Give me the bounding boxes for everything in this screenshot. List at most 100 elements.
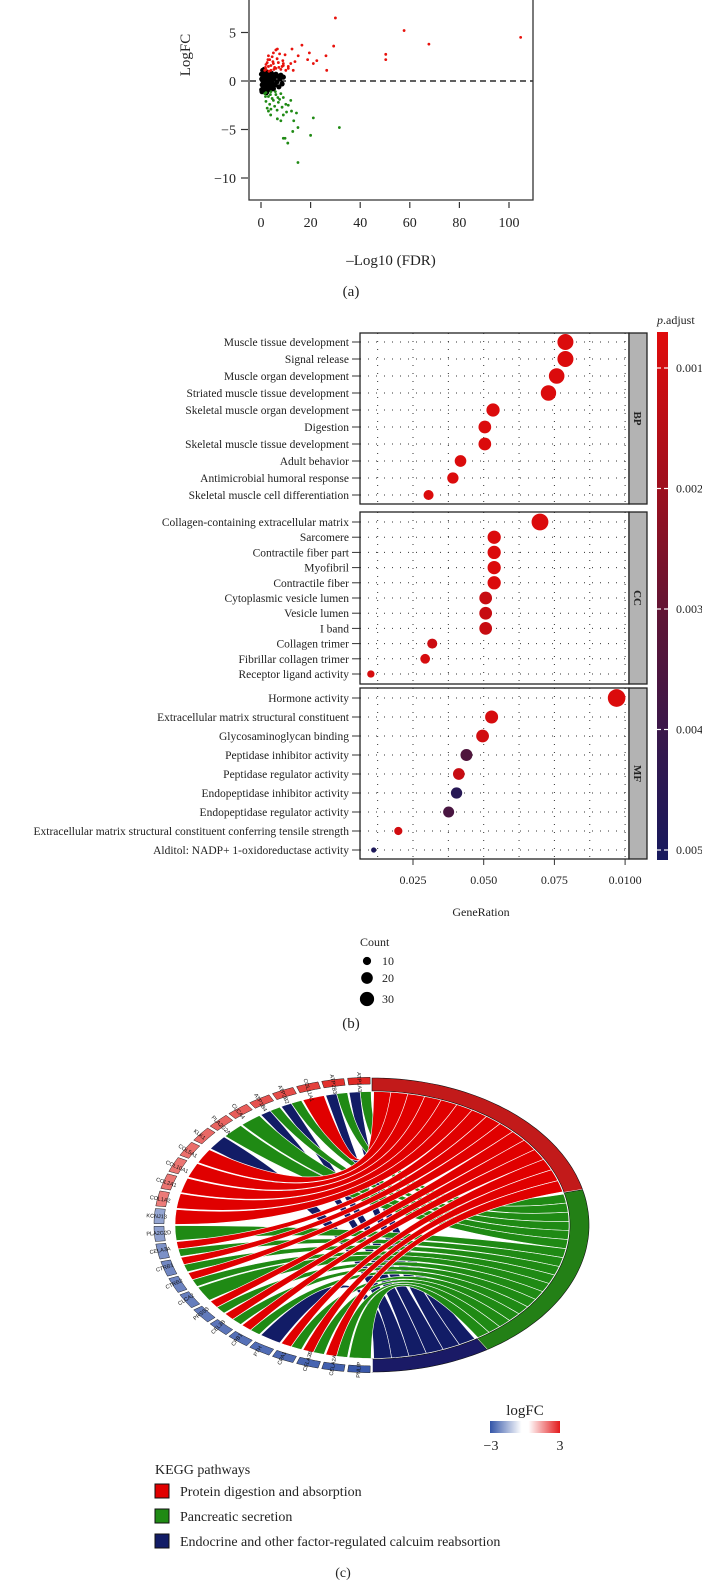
gene-segment (193, 1305, 216, 1323)
volcano-point-up (306, 58, 310, 62)
volcano-point-up (267, 54, 270, 58)
volcano-point-up (266, 58, 270, 62)
gene-segment (209, 1114, 234, 1131)
volcano-point-down (270, 97, 274, 100)
volcano-point-up (275, 57, 279, 61)
term-label: Adult behavior (280, 456, 349, 468)
volcano-point-up (272, 67, 276, 71)
term-label: Extracellular matrix structural constitu… (157, 712, 350, 724)
volcano-point-down (281, 113, 285, 117)
x-tick-label: 80 (452, 216, 466, 231)
chord-ribbon (224, 1139, 536, 1320)
term-dot (454, 455, 467, 467)
volcano-point-up (384, 52, 388, 56)
gene-segment (271, 1087, 297, 1100)
term-dot (487, 576, 501, 590)
volcano-point-up (264, 66, 267, 69)
term-label: Alditol: NADP+ 1-oxidoreductase activity (153, 845, 349, 857)
volcano-point-down (281, 136, 285, 140)
volcano-point-up (289, 62, 293, 65)
volcano-point-down (265, 106, 269, 110)
gene-segment (160, 1259, 178, 1277)
kegg-legend-label: Protein digestion and absorption (180, 1485, 362, 1500)
volcano-point-not_significant (259, 87, 265, 93)
kegg-legend-swatch (154, 1533, 170, 1549)
gene-segment (347, 1077, 371, 1086)
volcano-point-not_significant (280, 74, 286, 80)
term-label: Striated muscle tissue development (186, 388, 349, 400)
gene-segment (249, 1094, 275, 1109)
term-label: Endopeptidase inhibitor activity (201, 788, 349, 800)
volcano-point-up (271, 60, 275, 63)
volcano-point-up (402, 29, 406, 32)
term-dot (420, 653, 431, 664)
gene-segment (321, 1078, 346, 1089)
volcano-point-down (291, 130, 295, 133)
size-legend-dot (359, 991, 375, 1007)
volcano-point-down (292, 119, 296, 123)
y-tick-label: −10 (214, 172, 236, 187)
volcano-point-up (296, 54, 300, 58)
volcano-x-axis-title: –Log10 (FDR) (345, 253, 436, 269)
chord-ribbon (241, 1149, 545, 1331)
volcano-point-up (264, 63, 268, 66)
x-tick-label: 0 (258, 216, 265, 231)
volcano-point-down (275, 108, 279, 112)
volcano-point-not_significant (263, 82, 269, 88)
volcano-point-down (269, 93, 272, 96)
chord-ribbon (325, 1180, 564, 1357)
count-size-legend: Count 10 20 30 (359, 935, 394, 1007)
size-legend-label: 10 (382, 954, 394, 968)
chord-ribbon (187, 1123, 514, 1281)
colorbar-tick-label: 0.001 (676, 361, 702, 375)
panel-background (360, 333, 629, 504)
chord-ribbon (302, 1169, 559, 1353)
volcano-point-up (384, 58, 388, 62)
term-label: Signal release (285, 354, 349, 366)
volcano-y-axis-title: LogFC (178, 34, 194, 77)
chord-ribbon (180, 1116, 501, 1266)
chord-ribbon (209, 1131, 525, 1308)
gene-label: PLA2G2D (146, 1230, 171, 1238)
volcano-plot: 0 20 40 60 80 100 50−5−10 –Log10 (FDR) LogFC … (178, 0, 534, 300)
gene-segment (296, 1356, 321, 1369)
volcano-point-down (280, 105, 284, 109)
volcano-point-down (276, 100, 280, 104)
volcano-point-up (291, 68, 295, 72)
kegg-legend-swatch (154, 1483, 170, 1499)
volcano-point-up (293, 60, 297, 63)
term-dot (557, 350, 574, 368)
kegg-chord-diagram: ATP1A3ATP2B3COL11A1ATP2B2ATP1B4CLCA4PLA2… (146, 1072, 590, 1581)
facet-panels: Muscle tissue development Signal release M… (33, 332, 648, 860)
volcano-point-up (270, 55, 274, 59)
volcano-point-down (268, 102, 272, 106)
term-label: Skeletal muscle tissue development (185, 439, 350, 451)
volcano-point-up (277, 66, 281, 69)
gene-segment (193, 1127, 216, 1145)
colorbar-tick-label: 0.004 (676, 723, 702, 737)
y-tick-label: −5 (221, 124, 236, 139)
pathway-sector (371, 1338, 488, 1373)
kegg-legend: KEGG pathways Protein digestion and abso… (154, 1463, 500, 1550)
term-dot (531, 513, 549, 531)
panel-label-b: (b) (342, 1016, 360, 1032)
volcano-point-up (290, 47, 294, 51)
term-dot (479, 591, 493, 605)
x-tick-label: 40 (353, 216, 367, 231)
volcano-point-not_significant (268, 74, 274, 80)
term-label: Digestion (304, 422, 349, 434)
x-tick-label: 0.075 (541, 873, 568, 887)
gene-label: ATP1A3 (355, 1072, 362, 1092)
gene-segment (153, 1225, 166, 1242)
chord-ribbon (176, 1109, 488, 1250)
gene-segment (168, 1157, 188, 1175)
volcano-point-not_significant (258, 71, 265, 77)
volcano-point-up (284, 68, 288, 72)
term-label: Contractile fiber (273, 578, 349, 590)
size-legend-label: 20 (382, 971, 394, 985)
term-label: Cytoplasmic vesicle lumen (224, 593, 349, 605)
volcano-point-down (296, 161, 300, 164)
term-label: Endopeptidase regulator activity (200, 807, 350, 819)
term-dot (479, 606, 493, 620)
y-tick-label: 5 (229, 27, 236, 42)
